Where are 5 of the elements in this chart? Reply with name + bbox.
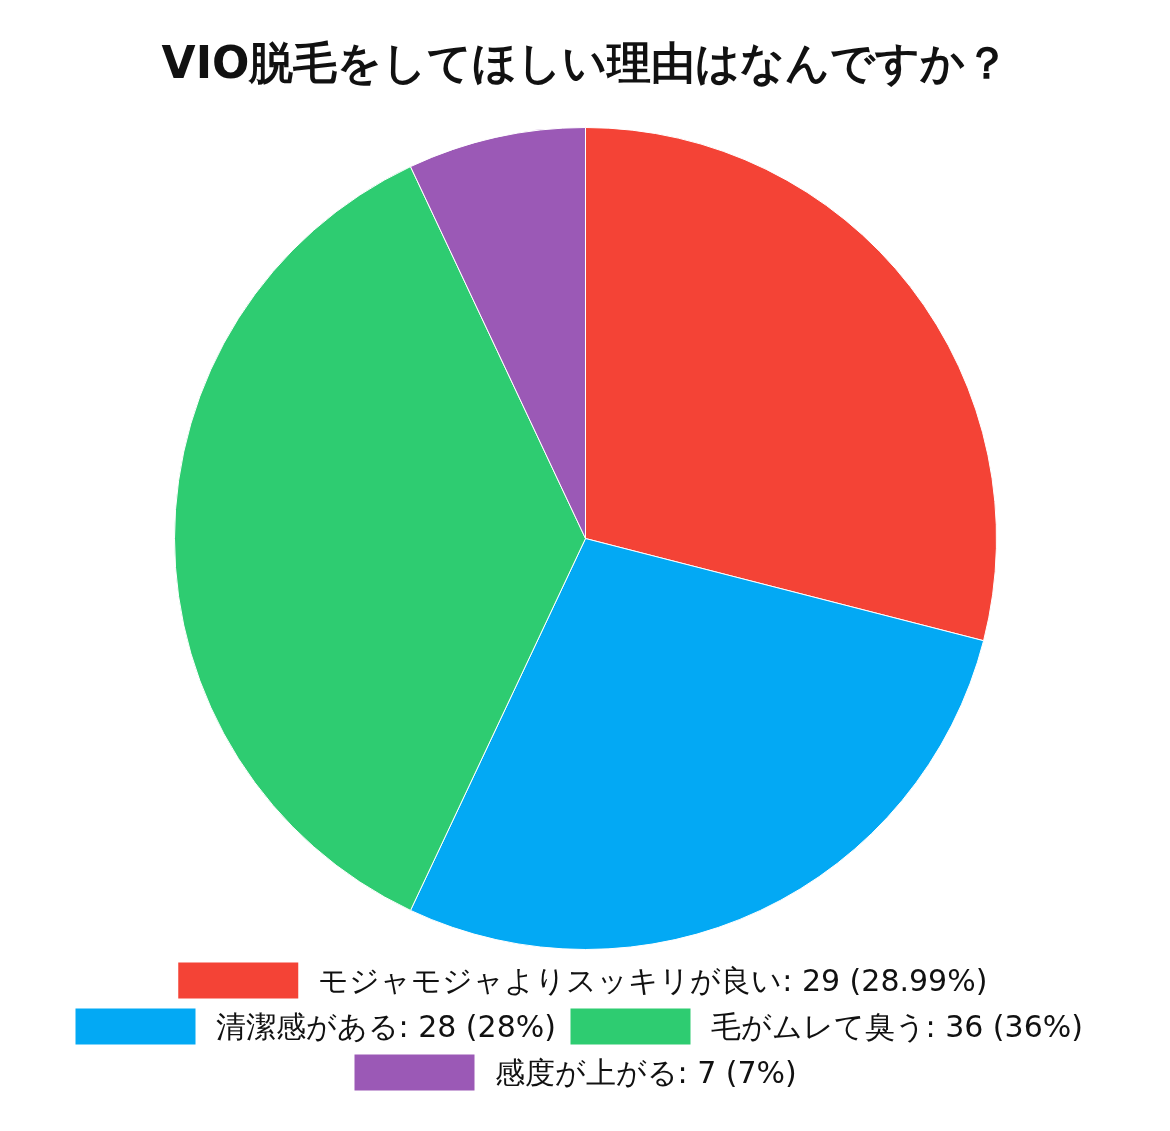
legend-label: 清潔感がある: 28 (28%) [215, 1009, 556, 1044]
legend-label: 感度が上がる: 7 (7%) [494, 1055, 797, 1090]
legend-label: モジャモジャよりスッキリが良い: 29 (28.99%) [318, 963, 988, 998]
legend-label: 毛がムレて臭う: 36 (36%) [710, 1009, 1083, 1044]
chart-title: VIO脱毛をしてほしい理由はなんですか？ [161, 37, 1010, 88]
